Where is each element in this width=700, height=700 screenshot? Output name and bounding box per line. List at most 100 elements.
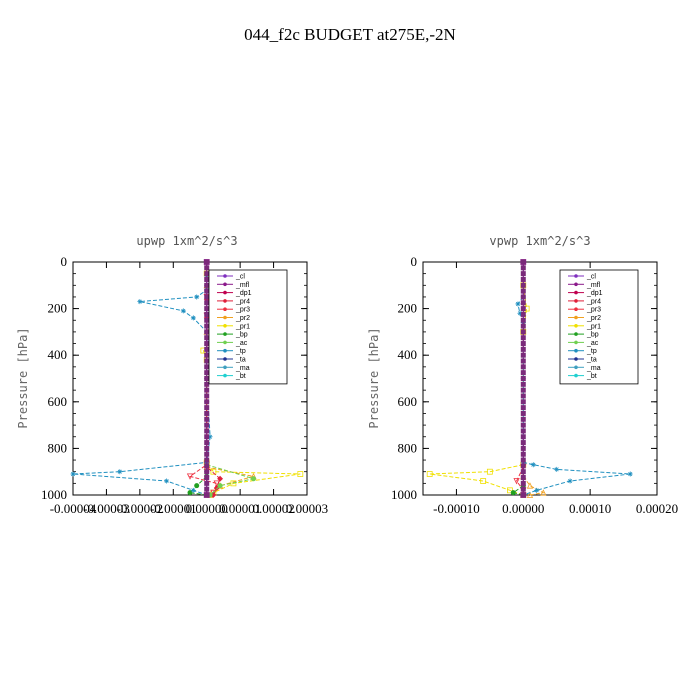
marker-star xyxy=(530,462,536,468)
y-tick-label: 0 xyxy=(411,254,418,269)
legend-label: _ma xyxy=(235,365,250,372)
marker-triangle xyxy=(526,482,534,489)
data-point xyxy=(204,393,210,399)
legend-marker xyxy=(574,332,578,336)
data-point xyxy=(204,364,210,370)
y-tick-label: 400 xyxy=(398,347,418,362)
marker-star xyxy=(554,466,560,472)
data-point xyxy=(204,399,210,405)
data-point xyxy=(204,416,210,422)
legend-marker xyxy=(223,290,227,295)
chart-title: vpwp 1xm^2/s^3 xyxy=(489,234,590,248)
chart-upwp: upwp 1xm^2/s^3 Pressure [hPa] 0 200 400 600… xyxy=(16,234,328,516)
x-tick-label: 0.00000 xyxy=(186,501,228,516)
marker-circle xyxy=(187,490,193,496)
legend-label: _ac xyxy=(235,340,248,347)
data-point xyxy=(204,370,210,376)
y-tick-label: 400 xyxy=(48,347,68,362)
data-point xyxy=(520,440,526,446)
legend-marker xyxy=(223,282,227,287)
legend-label: _pr3 xyxy=(586,307,601,314)
y-tick-label: 0 xyxy=(61,254,68,269)
legend-label: _ta xyxy=(235,357,246,364)
marker-star xyxy=(627,471,633,477)
y-tick-label: 600 xyxy=(48,394,68,409)
x-tick-label: -0.00001 xyxy=(150,501,197,516)
data-point xyxy=(204,259,210,265)
data-point xyxy=(204,317,210,323)
y-tick-label: 200 xyxy=(398,301,418,316)
legend: _cl_mfl_dp1_pr4_pr3_pr2_pr1_bp_ac_tp_ta_… xyxy=(208,269,288,385)
marker-square xyxy=(486,468,493,475)
data-point xyxy=(204,323,210,329)
series-line xyxy=(429,285,528,496)
data-point xyxy=(520,492,526,498)
legend-label: _pr2 xyxy=(235,315,250,322)
legend-marker xyxy=(574,357,578,361)
data-point xyxy=(204,306,210,312)
data-point xyxy=(520,410,526,416)
marker-square xyxy=(480,478,487,484)
marker-circle xyxy=(510,490,516,496)
data-point xyxy=(520,422,526,428)
x-tick-label: 0.00002 xyxy=(252,501,294,516)
series-line xyxy=(72,276,211,496)
y-tick-label: 1000 xyxy=(41,487,67,502)
data-point xyxy=(204,294,210,300)
x-tick-label: -0.00003 xyxy=(83,501,130,516)
marker-triangle xyxy=(540,489,547,496)
data-point xyxy=(520,259,526,265)
data-point xyxy=(520,445,526,451)
y-tick-label: 600 xyxy=(398,394,418,409)
legend-label: _mfl xyxy=(586,282,601,289)
chart-title: upwp 1xm^2/s^3 xyxy=(136,234,237,248)
series-mfl-markers xyxy=(520,259,526,498)
page-title: 044_f2c BUDGET at275E,-2N xyxy=(244,25,456,44)
legend-marker xyxy=(574,299,578,303)
data-point xyxy=(520,434,526,440)
legend-label: _ta xyxy=(586,357,597,364)
legend-marker xyxy=(574,307,578,312)
data-point xyxy=(520,463,526,469)
data-point xyxy=(204,492,210,498)
legend-label: _pr1 xyxy=(235,323,250,330)
data-point xyxy=(520,416,526,422)
data-point xyxy=(520,376,526,381)
data-point xyxy=(520,475,526,481)
data-point xyxy=(204,422,210,428)
data-point xyxy=(204,376,210,381)
legend-label: _bp xyxy=(586,332,599,339)
data-point xyxy=(204,282,210,288)
x-tick-label: -0.00002 xyxy=(117,501,164,516)
legend-marker xyxy=(574,373,578,378)
legend-label: _bt xyxy=(586,373,597,380)
data-point xyxy=(204,300,210,306)
y-tick-label: 200 xyxy=(48,301,68,316)
data-point xyxy=(520,271,526,277)
marker-star xyxy=(190,487,196,493)
axis-ticks: 0 200 400 600 800 1000 -0.00010 0.00000 0.00010 0… xyxy=(391,254,678,516)
marker-square xyxy=(297,471,304,477)
data-point xyxy=(520,317,526,323)
x-tick-label: 0.00001 xyxy=(219,501,261,516)
data-point xyxy=(520,486,526,492)
legend-marker xyxy=(574,348,578,353)
marker-star xyxy=(164,478,170,484)
data-point xyxy=(204,480,210,486)
legend-marker xyxy=(223,307,227,312)
data-point xyxy=(520,352,526,358)
data-point xyxy=(204,440,210,446)
marker-star xyxy=(567,478,573,484)
x-tick-label: -0.00004 xyxy=(50,501,97,516)
series-line xyxy=(516,466,524,491)
data-point xyxy=(520,370,526,376)
data-point xyxy=(204,265,210,271)
data-point xyxy=(520,288,526,294)
legend-label: _bp xyxy=(235,332,248,339)
legend-marker xyxy=(223,373,227,378)
data-point xyxy=(520,364,526,370)
legend-label: _pr4 xyxy=(586,298,601,305)
chart-vpwp: vpwp 1xm^2/s^3 Pressure [hPa] 0 200 400 600… xyxy=(367,234,678,516)
series-line xyxy=(206,464,254,496)
